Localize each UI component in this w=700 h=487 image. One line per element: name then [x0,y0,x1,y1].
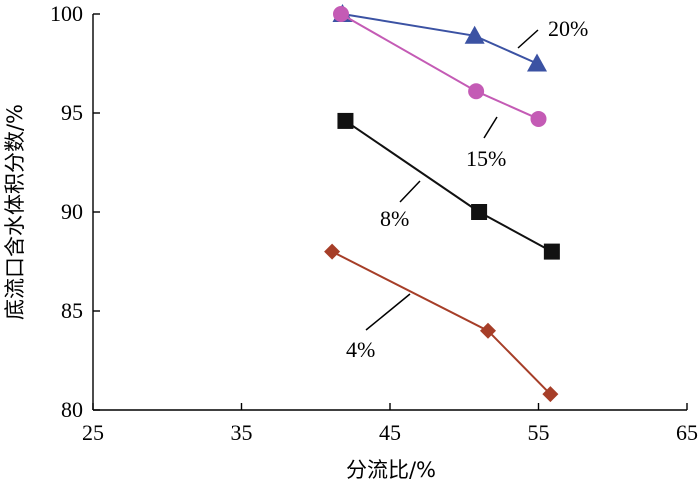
data-point-diamond [542,386,559,403]
series-label-leader [399,180,421,203]
axes: 25 35 45 55 65 80 85 90 95 100 [50,1,698,445]
series-label: 8% [380,206,409,231]
series-label-layer: 20% 15% 8% 4% [346,16,588,362]
series-layer [324,4,560,403]
y-tick-label: 95 [61,100,83,125]
x-tick-label: 45 [379,420,401,445]
x-tick-label: 35 [231,420,253,445]
data-point-square [471,204,488,220]
x-axis-title: 分流比/% [346,458,436,482]
data-point-diamond [480,322,497,339]
x-tick-label: 25 [82,420,104,445]
series-label: 4% [346,337,375,362]
data-point-triangle [527,53,548,72]
series-label-leader [365,293,411,331]
series-label-leader [517,29,539,49]
data-point-circle [468,83,485,100]
series-label-leader [483,116,498,139]
y-tick-label: 90 [61,199,83,224]
data-point-square [337,112,354,129]
data-point-circle [530,110,547,127]
y-tick-label: 80 [61,397,83,422]
series-label: 20% [548,16,588,41]
series-line-2 [344,120,553,253]
y-axis-title: 底流口含水体积分数/% [3,104,27,320]
series-line-0 [342,13,538,65]
data-point-square [543,243,560,260]
data-point-diamond [324,243,341,260]
y-tick-label: 100 [50,1,83,26]
x-tick-label: 65 [676,420,698,445]
series-label: 15% [466,146,506,171]
series-line-3 [331,250,552,395]
y-tick-label: 85 [61,298,83,323]
data-point-triangle [464,25,485,44]
x-tick-label: 55 [528,420,550,445]
data-point-circle [332,6,349,22]
